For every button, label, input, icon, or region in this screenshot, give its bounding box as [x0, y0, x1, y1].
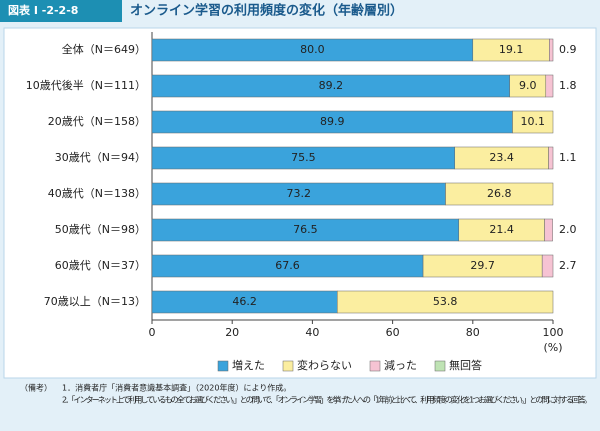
y-tick-label: 全体（N＝649） [62, 42, 146, 56]
value-label: 80.0 [300, 43, 325, 56]
bar-segment [541, 254, 554, 278]
bar-segment [512, 110, 554, 134]
value-label: 10.1 [520, 115, 545, 128]
value-label: 2.7 [559, 259, 577, 272]
value-label: 76.5 [293, 223, 318, 236]
x-tick-label: 20 [225, 326, 239, 339]
bar-segment [445, 182, 554, 206]
x-axis-label: (%) [543, 341, 562, 354]
value-label: 21.4 [489, 223, 514, 236]
value-label: 53.8 [433, 295, 458, 308]
note: 2．「インターネット上で利用しているもの全てお選びください。」との問いで、「オン… [62, 395, 592, 405]
value-label: 9.0 [519, 79, 537, 92]
value-label: 0.9 [559, 43, 577, 56]
note: 1．消費者庁「消費者意識基本調査」（2020年度）により作成。 [62, 383, 291, 393]
value-label: 1.1 [559, 151, 577, 164]
value-label: 29.7 [470, 259, 495, 272]
legend-label: 変わらない [297, 358, 352, 372]
bar-segment [544, 218, 553, 242]
value-label: 73.2 [287, 187, 312, 200]
legend-swatch [217, 360, 229, 372]
x-tick-label: 80 [466, 326, 480, 339]
value-label: 23.4 [489, 151, 514, 164]
notes-heading: （備考） [20, 383, 52, 393]
badge-bg [0, 0, 122, 22]
x-tick-label: 60 [386, 326, 400, 339]
value-label: 19.1 [499, 43, 524, 56]
value-label: 75.5 [291, 151, 316, 164]
x-tick-label: 40 [305, 326, 319, 339]
value-label: 46.2 [232, 295, 257, 308]
value-label: 2.0 [559, 223, 577, 236]
bar-segment [337, 290, 554, 314]
bar-segment [549, 38, 554, 62]
y-tick-label: 20歳代（N＝158） [48, 115, 146, 128]
y-tick-label: 60歳代（N＝37） [55, 259, 146, 272]
value-label: 89.9 [320, 115, 345, 128]
y-tick-label: 70歳以上（N＝13） [44, 295, 146, 308]
x-tick-label: 100 [543, 326, 564, 339]
legend-swatch [434, 360, 446, 372]
legend-swatch [369, 360, 381, 372]
x-tick-label: 0 [149, 326, 156, 339]
legend-swatch [282, 360, 294, 372]
legend-label: 減った [384, 358, 417, 372]
y-tick-label: 10歳代後半（N＝111） [26, 78, 146, 92]
bar-segment [545, 74, 554, 98]
value-label: 1.8 [559, 79, 577, 92]
bar-segment [548, 146, 554, 170]
chart-title: オンライン学習の利用頻度の変化（年齢層別） [130, 3, 403, 19]
figure-number: 図表 I -2-2-8 [8, 3, 78, 17]
y-tick-label: 30歳代（N＝94） [55, 151, 146, 164]
value-label: 26.8 [487, 187, 512, 200]
value-label: 89.2 [319, 79, 344, 92]
legend-label: 増えた [232, 359, 265, 372]
value-label: 67.6 [275, 259, 300, 272]
y-tick-label: 40歳代（N＝138） [48, 187, 146, 200]
legend-label: 無回答 [449, 358, 482, 372]
y-tick-label: 50歳代（N＝98） [55, 223, 146, 236]
